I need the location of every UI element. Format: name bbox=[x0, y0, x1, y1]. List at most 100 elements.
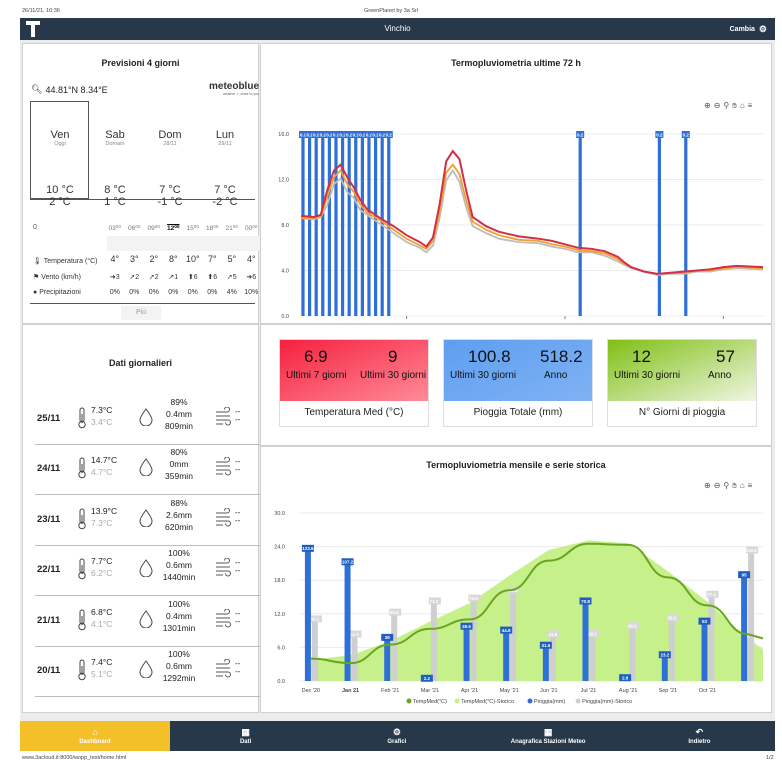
pan-hand-icon[interactable]: ✋︎ bbox=[732, 101, 737, 110]
rain-bar-label-bg bbox=[358, 131, 367, 138]
forecast-hour: 09⁰⁰ bbox=[147, 225, 160, 232]
rain-bar[interactable] bbox=[301, 134, 305, 316]
y-tick-label: 6.0 bbox=[277, 645, 285, 651]
rain-bar[interactable] bbox=[347, 134, 351, 316]
series-line-TempMax(°C)[interactable] bbox=[300, 149, 764, 275]
rain-bar[interactable] bbox=[387, 134, 391, 316]
magnify-icon[interactable]: ⚲ bbox=[723, 101, 730, 110]
bar-rain[interactable] bbox=[463, 626, 470, 681]
bar-rain-historic[interactable] bbox=[351, 634, 358, 681]
bar-rain-historic[interactable] bbox=[708, 594, 715, 681]
change-station-button[interactable]: Cambia ⚙ bbox=[730, 24, 767, 35]
rain-bar-label: 0.2 bbox=[386, 133, 393, 138]
chart-monthly: 0.0 6.0 12.0 18.0 24.0 30.0 55.1 41.5 60.8 71.2 73… bbox=[274, 511, 764, 705]
top-bar: Vinchio Cambia ⚙ bbox=[20, 18, 775, 40]
zoom-out-icon[interactable]: ⊖ bbox=[713, 101, 721, 110]
bar-rain-historic[interactable] bbox=[549, 634, 556, 681]
magnify-icon[interactable]: ⚲ bbox=[723, 481, 730, 490]
forecast-precip-row: ● Precipitazioni 0% 0% 0% 0% 0% 0% 4% 10% bbox=[33, 286, 258, 300]
bar-rain[interactable] bbox=[582, 601, 589, 681]
rain-bar[interactable] bbox=[340, 134, 345, 316]
forecast-wind: ⬆6 bbox=[187, 274, 198, 281]
daily-row: 25/11 7.3°C 3.4°C 89% 0.4mm 809min -- -- bbox=[35, 395, 267, 445]
x-tick-label: Dec '20 bbox=[302, 688, 320, 694]
rain-bar-label: 0.2 bbox=[577, 133, 584, 138]
home-icon[interactable]: ⌂ bbox=[739, 101, 745, 110]
forecast-wind-row: ⚑ Vento (km/h) ➜3 ➚2 ➚2 ↗1 ⬆6 ⬆6 ➚5 ➜6 bbox=[33, 270, 258, 284]
nav-item-grafici[interactable]: ⚙ Grafici bbox=[321, 721, 472, 751]
nav-item-dashboard[interactable]: ⌂ Dashboard bbox=[20, 721, 170, 751]
zoom-in-icon[interactable]: ⊕ bbox=[704, 101, 711, 110]
rain-bar[interactable] bbox=[334, 134, 338, 316]
home-icon[interactable]: ⌂ bbox=[739, 481, 745, 490]
pan-hand-icon[interactable]: ✋︎ bbox=[732, 481, 737, 490]
rain-bar[interactable] bbox=[373, 134, 378, 316]
bar-rain-historic[interactable] bbox=[629, 626, 636, 681]
rain-bar[interactable] bbox=[354, 134, 358, 316]
x-tick-label: Jun '21 bbox=[540, 688, 558, 694]
forecast-day[interactable]: Ven Oggi 10 °C 2 °C bbox=[35, 129, 85, 208]
bar-rain-historic[interactable] bbox=[748, 550, 755, 681]
more-button[interactable]: Più bbox=[121, 306, 161, 320]
rain-bar[interactable] bbox=[360, 134, 364, 316]
daily-rain: 0.4mm bbox=[166, 610, 192, 621]
menu-icon[interactable]: ≡ bbox=[747, 101, 753, 110]
daily-tmin: 4.7°C bbox=[91, 467, 113, 478]
rain-bar[interactable] bbox=[657, 134, 661, 316]
forecast-day[interactable]: Lun 29/11 7 °C -2 °C bbox=[200, 129, 250, 208]
rain-bar-label-bg bbox=[338, 131, 347, 138]
bar-rain-historic[interactable] bbox=[668, 618, 675, 681]
bar-rain[interactable] bbox=[741, 575, 748, 681]
nav-label: Anagrafica Stazioni Meteo bbox=[510, 738, 586, 745]
series-line-TempMin(°C)[interactable] bbox=[300, 168, 764, 277]
bar-rain-historic-label: 56.2 bbox=[667, 616, 676, 621]
rain-bar[interactable] bbox=[367, 134, 371, 316]
bar-rain-historic[interactable] bbox=[311, 619, 318, 681]
search-icon[interactable]: 🔍︎ bbox=[31, 84, 43, 94]
menu-icon[interactable]: ≡ bbox=[747, 481, 753, 490]
nav-item-indietro[interactable]: ↶ Indietro bbox=[624, 721, 775, 751]
nav-item-anagrafica-stazioni-meteo[interactable]: ▦ Anagrafica Stazioni Meteo bbox=[473, 721, 624, 751]
forecast-day[interactable]: Sab Domani 8 °C 1 °C bbox=[90, 129, 140, 208]
bar-rain[interactable] bbox=[384, 637, 391, 681]
daily-date: 22/11 bbox=[37, 564, 61, 576]
legend-label[interactable]: Pioggia(mm) bbox=[534, 699, 565, 705]
daily-wind-2: -- bbox=[235, 566, 241, 576]
rain-bar[interactable] bbox=[327, 134, 331, 316]
app-logo-icon[interactable] bbox=[26, 21, 40, 37]
rain-bar[interactable] bbox=[314, 134, 318, 316]
forecast-tmax: 10 °C bbox=[46, 184, 74, 196]
daily-rain: 0mm bbox=[169, 459, 189, 470]
print-page: 1/2 bbox=[766, 755, 774, 761]
legend-label[interactable]: TempMed(°C)-Storico bbox=[461, 699, 514, 705]
bar-rain[interactable] bbox=[304, 548, 311, 681]
rain-bar[interactable] bbox=[578, 134, 582, 316]
bar-rain[interactable] bbox=[661, 655, 668, 681]
bar-rain[interactable] bbox=[503, 630, 510, 681]
nav-label: Dati bbox=[239, 738, 252, 745]
nav-item-dati[interactable]: ▦ Dati bbox=[170, 721, 321, 751]
legend-marker bbox=[454, 698, 460, 704]
line-temp-med[interactable] bbox=[310, 542, 764, 665]
thermometer-icon bbox=[78, 457, 86, 479]
area-temp-historic[interactable] bbox=[310, 540, 763, 681]
bar-rain-historic[interactable] bbox=[391, 612, 398, 681]
forecast-temp: 10° bbox=[185, 254, 200, 264]
zoom-out-icon[interactable]: ⊖ bbox=[713, 481, 721, 490]
daily-wind-1: -- bbox=[235, 558, 241, 568]
rain-bar[interactable] bbox=[321, 134, 325, 316]
bar-rain-historic[interactable] bbox=[470, 598, 477, 681]
bar-rain-historic[interactable] bbox=[589, 633, 596, 681]
bar-rain-historic[interactable] bbox=[430, 601, 437, 681]
bar-rain[interactable] bbox=[701, 621, 708, 681]
bar-rain[interactable] bbox=[542, 645, 549, 681]
forecast-day[interactable]: Dom 28/11 7 °C -1 °C bbox=[145, 129, 195, 208]
legend-label[interactable]: TempMed(°C) bbox=[413, 699, 447, 705]
rain-bar[interactable] bbox=[684, 134, 688, 316]
bar-rain[interactable] bbox=[344, 562, 351, 681]
raindrop-icon bbox=[139, 408, 153, 426]
zoom-in-icon[interactable]: ⊕ bbox=[704, 481, 711, 490]
rain-bar[interactable] bbox=[307, 134, 312, 316]
legend-label[interactable]: Pioggia(mm)-Storico bbox=[582, 699, 632, 705]
bar-rain-historic[interactable] bbox=[510, 590, 517, 681]
